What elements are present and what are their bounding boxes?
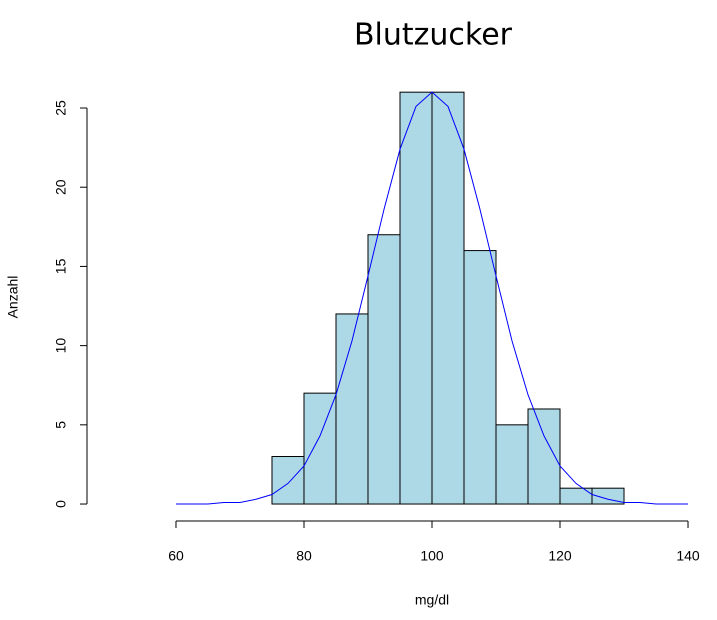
y-tick-label: 10 <box>53 338 69 354</box>
y-tick-label: 5 <box>53 421 69 429</box>
bar <box>399 91 433 505</box>
bar <box>559 487 593 505</box>
bar <box>591 487 625 505</box>
x-tick-label: 80 <box>296 548 312 564</box>
x-axis-label: mg/dl <box>415 592 449 608</box>
bar <box>367 234 401 505</box>
y-tick-label: 0 <box>53 500 69 508</box>
x-tick-label: 100 <box>420 548 444 564</box>
x-tick-label: 140 <box>676 548 700 564</box>
density-curve <box>175 91 689 505</box>
y-axis-label: Anzahl <box>5 276 21 319</box>
x-tick-label: 120 <box>548 548 572 564</box>
x-tick-label: 60 <box>168 548 184 564</box>
bar <box>463 250 497 505</box>
bar <box>431 91 465 505</box>
bar <box>303 392 337 505</box>
y-tick-label: 25 <box>53 100 69 116</box>
bar <box>271 456 305 505</box>
bar <box>495 424 529 505</box>
chart-title: Blutzucker <box>354 18 513 53</box>
y-tick-label: 15 <box>53 258 69 274</box>
y-tick-label: 20 <box>53 179 69 195</box>
